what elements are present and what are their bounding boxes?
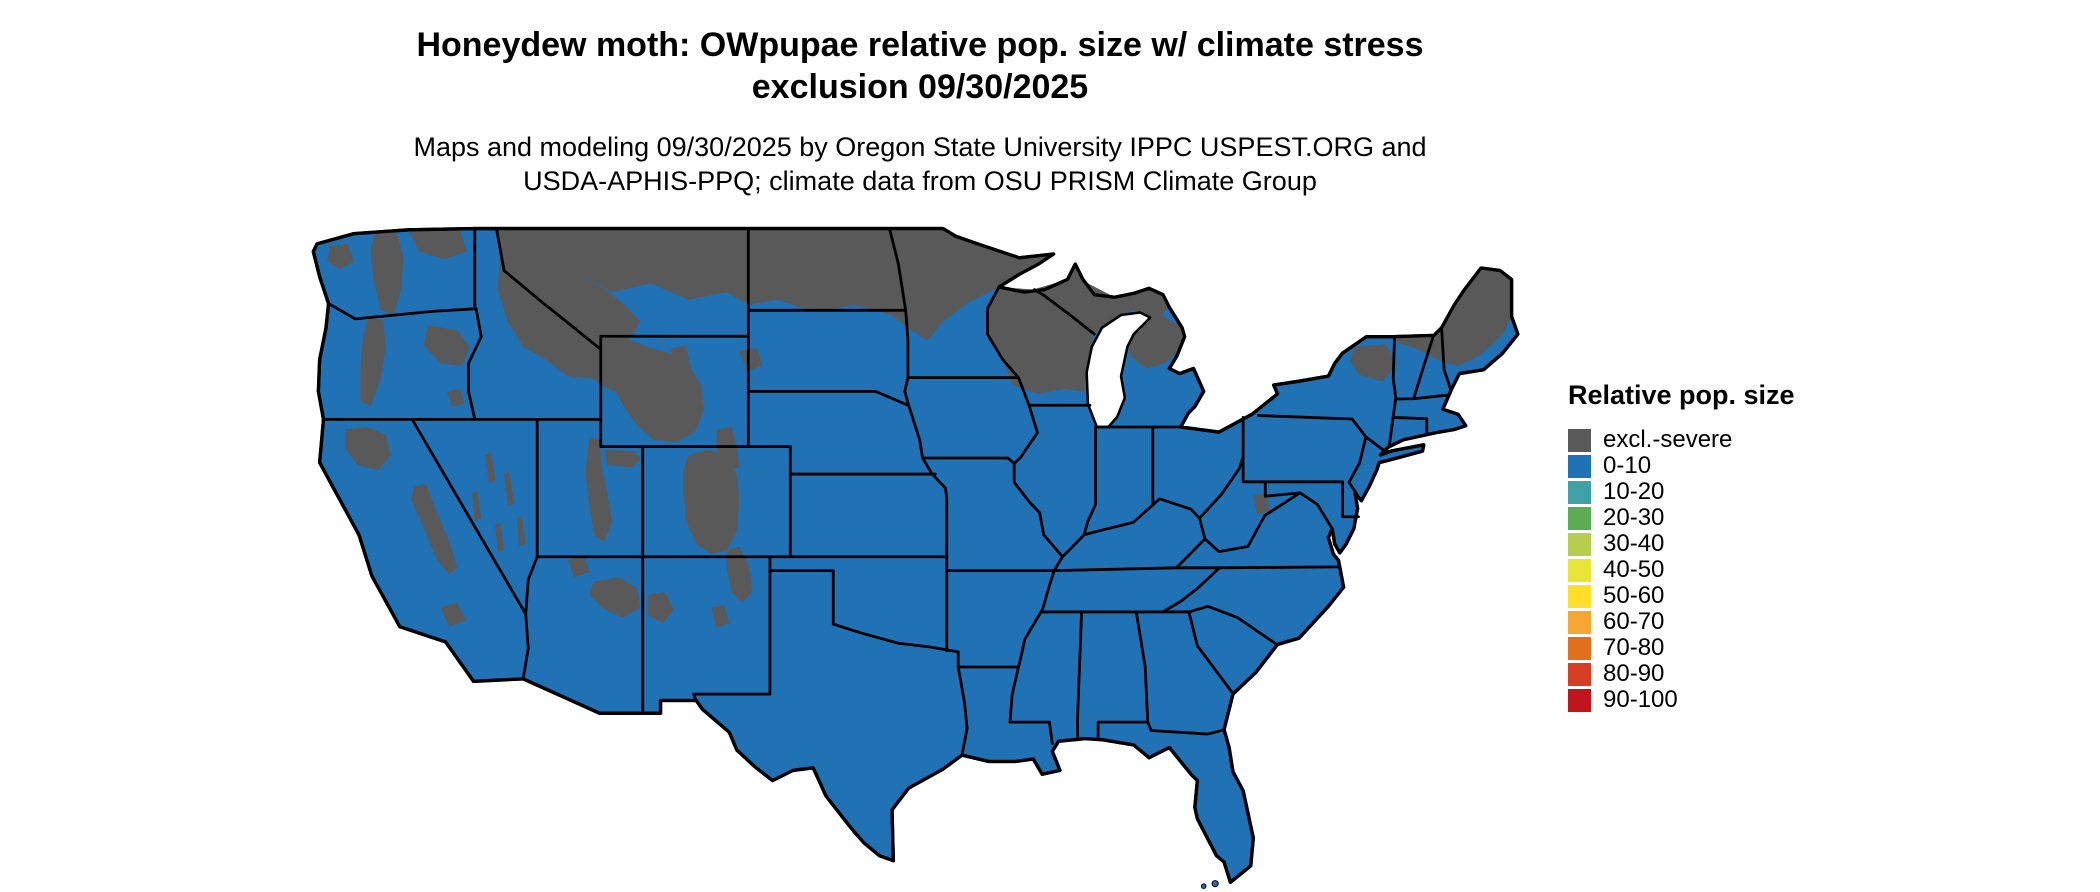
excluded-region xyxy=(567,556,590,578)
excluded-region xyxy=(516,516,526,547)
legend-item: 20-30 xyxy=(1568,504,1795,531)
legend-items: excl.-severe 0-10 10-20 20-30 30-40 40-50 50-6… xyxy=(1568,426,1795,713)
legend-swatch xyxy=(1568,480,1591,504)
legend-label: 50-60 xyxy=(1603,582,1665,609)
excluded-region xyxy=(1349,344,1398,382)
legend-item: 80-90 xyxy=(1568,660,1795,687)
legend-label: 80-90 xyxy=(1603,660,1665,687)
legend-item: 40-50 xyxy=(1568,556,1795,583)
legend-item: 50-60 xyxy=(1568,582,1795,609)
excluded-region xyxy=(1394,267,1512,366)
florida-keys-island xyxy=(1211,880,1219,888)
legend-swatch xyxy=(1568,662,1591,686)
state-border-lines-midwest xyxy=(1027,288,1385,570)
us-map xyxy=(305,226,1530,890)
legend-item: excl.-severe xyxy=(1568,426,1795,453)
legend-label: 30-40 xyxy=(1603,530,1665,557)
excluded-region xyxy=(496,228,1054,341)
legend-label: 0-10 xyxy=(1603,452,1652,479)
legend-label: excl.-severe xyxy=(1603,426,1733,453)
legend-label: 70-80 xyxy=(1603,634,1665,661)
legend-item: 90-100 xyxy=(1568,686,1795,713)
legend-label: 40-50 xyxy=(1603,556,1665,583)
excluded-region xyxy=(345,426,391,471)
figure-header: Honeydew moth: OWpupae relative pop. siz… xyxy=(0,24,1840,198)
excluded-region xyxy=(504,471,515,506)
legend-swatch xyxy=(1568,558,1591,582)
lake-michigan xyxy=(1085,311,1152,429)
legend: Relative pop. size excl.-severe 0-10 10-20… xyxy=(1568,380,1795,713)
excluded-region xyxy=(327,243,354,270)
title-line2: exclusion 09/30/2025 xyxy=(751,68,1089,106)
excluded-region xyxy=(726,546,753,603)
excluded-region xyxy=(370,229,404,316)
legend-swatch xyxy=(1568,688,1591,712)
excluded-region xyxy=(647,592,674,623)
excluded-region xyxy=(472,490,482,522)
legend-swatch xyxy=(1568,532,1591,556)
state-border-lines-plains xyxy=(746,227,1064,757)
title-line1: Honeydew moth: OWpupae relative pop. siz… xyxy=(416,26,1424,64)
legend-swatch xyxy=(1568,506,1591,530)
subtitle-line1: Maps and modeling 09/30/2025 by Oregon S… xyxy=(413,132,1427,162)
page-title: Honeydew moth: OWpupae relative pop. siz… xyxy=(0,24,1840,108)
us-map-svg xyxy=(311,226,1520,889)
excluded-region xyxy=(1127,315,1185,369)
legend-swatch xyxy=(1568,454,1591,478)
legend-label: 90-100 xyxy=(1603,686,1678,713)
excluded-region xyxy=(739,348,763,372)
excluded-region xyxy=(411,484,458,575)
legend-swatch xyxy=(1568,610,1591,634)
legend-item: 70-80 xyxy=(1568,634,1795,661)
legend-item: 60-70 xyxy=(1568,608,1795,635)
legend-item: 10-20 xyxy=(1568,478,1795,505)
excluded-region xyxy=(589,577,641,618)
excluded-region xyxy=(998,264,1170,335)
florida-keys-island xyxy=(1200,883,1207,889)
legend-item: 30-40 xyxy=(1568,530,1795,557)
excluded-region xyxy=(360,317,386,407)
subtitle-line2: USDA-APHIS-PPQ; climate data from OSU PR… xyxy=(523,166,1317,196)
excluded-region xyxy=(408,229,468,260)
legend-label: 20-30 xyxy=(1603,504,1665,531)
legend-title: Relative pop. size xyxy=(1568,380,1795,410)
excluded-region xyxy=(485,452,496,483)
state-border-lines-west xyxy=(322,227,949,715)
legend-item: 0-10 xyxy=(1568,452,1795,479)
page-subtitle: Maps and modeling 09/30/2025 by Oregon S… xyxy=(0,130,1840,198)
excluded-region xyxy=(446,388,465,407)
excluded-region xyxy=(1253,493,1270,515)
state-borders xyxy=(322,227,1452,757)
excluded-region xyxy=(711,605,730,628)
excluded-region xyxy=(495,522,505,553)
excluded-region xyxy=(423,325,470,366)
state-border-lines-southeast xyxy=(1040,326,1452,742)
excluded-region xyxy=(604,449,641,468)
excluded-regions xyxy=(327,228,1512,628)
legend-swatch xyxy=(1568,584,1591,608)
excluded-region xyxy=(585,437,613,542)
legend-label: 60-70 xyxy=(1603,608,1665,635)
excluded-region xyxy=(670,345,692,374)
us-coastline xyxy=(311,226,1520,885)
excluded-region xyxy=(683,449,740,555)
legend-swatch xyxy=(1568,636,1591,660)
legend-label: 10-20 xyxy=(1603,478,1665,505)
legend-swatch xyxy=(1568,428,1591,452)
excluded-region xyxy=(440,602,466,627)
